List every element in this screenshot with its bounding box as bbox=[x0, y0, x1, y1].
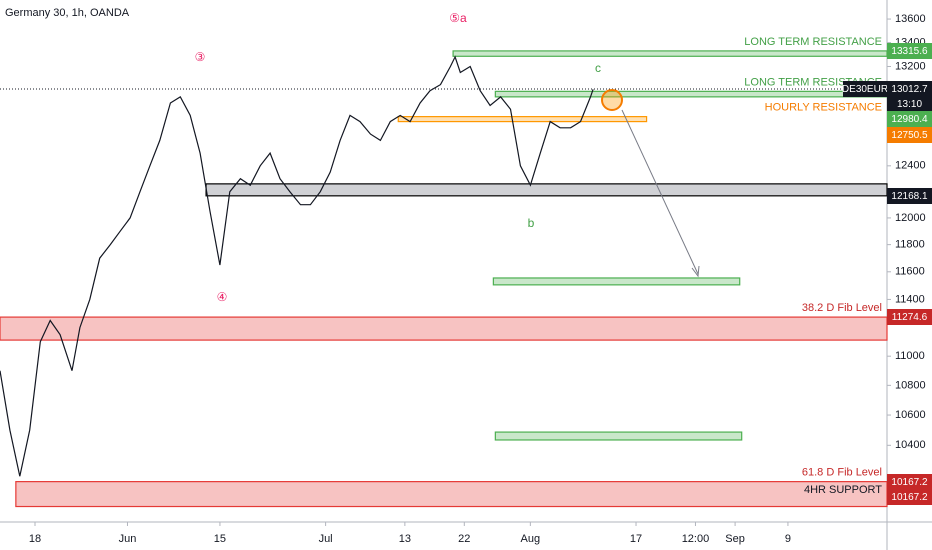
zone bbox=[492, 277, 741, 286]
y-tick-label: 11800 bbox=[895, 239, 925, 251]
price-line bbox=[0, 55, 594, 477]
price-badge-label: 13:10 bbox=[897, 99, 922, 110]
wave-label: c bbox=[595, 61, 601, 75]
zone-inner-label: 4HR SUPPORT bbox=[804, 484, 882, 496]
y-tick-label: 11600 bbox=[895, 266, 925, 278]
price-badge bbox=[887, 489, 932, 505]
x-tick-label: Jun bbox=[119, 533, 137, 545]
zone-label: HOURLY RESISTANCE bbox=[765, 102, 882, 114]
y-tick-label: 10400 bbox=[895, 439, 926, 451]
y-tick-label: 10800 bbox=[895, 379, 926, 391]
chart-title: Germany 30, 1h, OANDA bbox=[5, 7, 130, 19]
zone-label: 38.2 D Fib Level bbox=[802, 302, 882, 314]
price-badge bbox=[887, 111, 932, 127]
wave-label: ⑤a bbox=[449, 11, 467, 25]
x-tick-label: 13 bbox=[399, 533, 411, 545]
x-tick-label: 15 bbox=[214, 533, 226, 545]
x-tick-label: Sep bbox=[725, 533, 745, 545]
x-tick-label: 12:00 bbox=[682, 533, 710, 545]
symbol-tag bbox=[843, 81, 887, 97]
wave-label: b bbox=[528, 216, 535, 230]
zone-label: LONG TERM RESISTANCE bbox=[744, 36, 882, 48]
arrow-head bbox=[691, 265, 700, 278]
zone bbox=[494, 90, 888, 98]
price-badge bbox=[887, 309, 932, 325]
zone bbox=[397, 116, 648, 123]
price-badge bbox=[887, 188, 932, 204]
x-tick-label: Jul bbox=[319, 533, 333, 545]
y-tick-label: 11000 bbox=[895, 350, 925, 362]
zone bbox=[205, 183, 888, 197]
x-tick-label: 22 bbox=[458, 533, 470, 545]
x-tick-label: 18 bbox=[29, 533, 41, 545]
zone-label: 61.8 D Fib Level bbox=[802, 467, 882, 479]
y-tick-label: 10600 bbox=[895, 409, 926, 421]
wave-label: ③ bbox=[195, 50, 206, 64]
x-tick-label: 17 bbox=[630, 533, 642, 545]
price-badge-label: 12980.4 bbox=[891, 114, 928, 125]
x-tick-label: Aug bbox=[521, 533, 541, 545]
projection-arrow bbox=[621, 109, 699, 275]
price-badge-label: 12168.1 bbox=[891, 191, 928, 202]
zone bbox=[452, 50, 888, 57]
price-badge-label: 13315.6 bbox=[891, 46, 928, 57]
y-tick-label: 12000 bbox=[895, 212, 926, 224]
zone bbox=[0, 316, 888, 341]
y-tick-label: 13200 bbox=[895, 60, 926, 72]
price-badge bbox=[887, 81, 932, 97]
zone bbox=[494, 431, 743, 441]
zone bbox=[15, 481, 888, 508]
price-badge-label: 10167.2 bbox=[891, 492, 928, 503]
price-badge bbox=[887, 43, 932, 59]
highlight-circle bbox=[601, 89, 623, 111]
y-tick-label: 13600 bbox=[895, 13, 926, 25]
x-tick-label: 9 bbox=[785, 533, 791, 545]
price-badge bbox=[887, 127, 932, 143]
price-badge-label: 13012.7 bbox=[891, 84, 928, 95]
y-tick-label: 12400 bbox=[895, 160, 926, 172]
price-badge bbox=[887, 474, 932, 490]
symbol-tag-label: DE30EUR bbox=[842, 84, 888, 95]
price-badge-label: 12750.5 bbox=[891, 130, 928, 141]
y-tick-label: 11400 bbox=[895, 293, 925, 305]
price-badge bbox=[887, 96, 932, 112]
price-badge-label: 11274.6 bbox=[892, 312, 928, 323]
wave-label: ④ bbox=[217, 290, 228, 304]
price-badge-label: 10167.2 bbox=[891, 477, 928, 488]
